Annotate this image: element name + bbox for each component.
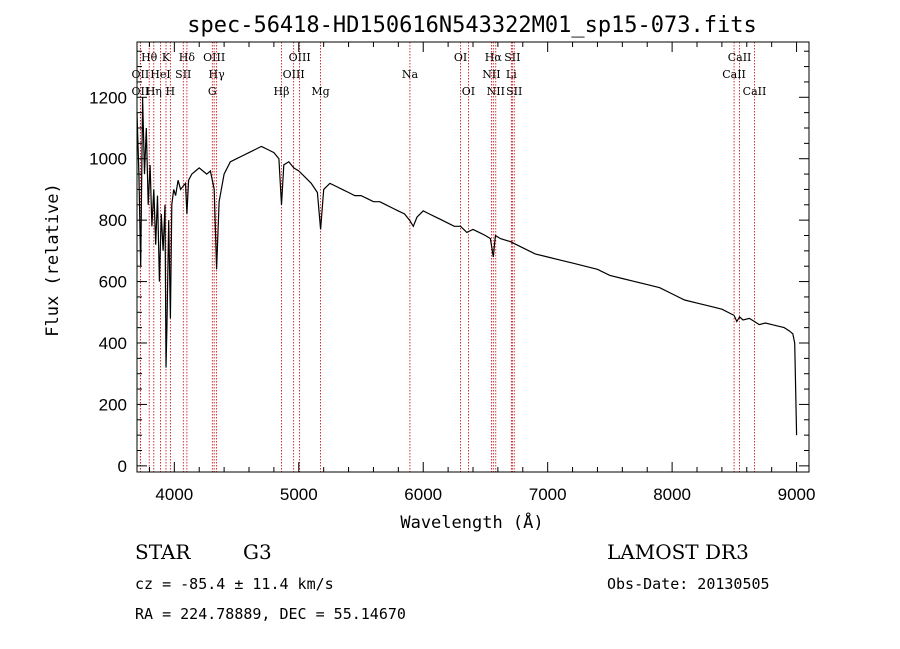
survey-name: LAMOST DR3 bbox=[607, 540, 749, 564]
line-label-22: Li bbox=[506, 68, 517, 81]
y-tick-label-1200: 1200 bbox=[89, 88, 127, 107]
y-axis-ticks: 0 200 400 600 800 1000 1200 bbox=[89, 50, 809, 476]
y-tick-label-1000: 1000 bbox=[89, 150, 127, 169]
line-label-9: OIII bbox=[203, 51, 225, 64]
line-label-27: CaII bbox=[743, 85, 767, 98]
y-axis-label: Flux (relative) bbox=[43, 183, 63, 337]
line-label-16: Na bbox=[402, 68, 419, 81]
line-label-11: G bbox=[208, 85, 217, 98]
coordinates: RA = 224.78889, DEC = 55.14670 bbox=[135, 605, 406, 623]
y-tick-label-400: 400 bbox=[99, 334, 127, 353]
object-class: STAR bbox=[135, 540, 191, 564]
x-axis-ticks: 4000 5000 6000 7000 8000 9000 bbox=[148, 42, 816, 504]
spectrum-line bbox=[136, 97, 798, 436]
line-label-7: SII bbox=[175, 68, 191, 81]
spectral-line-markers bbox=[139, 42, 755, 472]
line-label-18: OI bbox=[462, 85, 475, 98]
x-axis-label: Wavelength (Å) bbox=[400, 511, 543, 533]
line-label-8: Hδ bbox=[179, 51, 196, 64]
redshift-readout: cz = -85.4 ± 11.4 km/s bbox=[135, 575, 334, 593]
object-subclass: G3 bbox=[243, 540, 272, 564]
line-label-4: HeI bbox=[150, 68, 170, 81]
obs-date: Obs-Date: 20130505 bbox=[607, 575, 770, 593]
line-label-3: Hη bbox=[146, 85, 162, 98]
line-label-23: SII bbox=[504, 51, 520, 64]
line-label-1: OII bbox=[132, 68, 150, 81]
y-tick-label-200: 200 bbox=[99, 395, 127, 414]
line-label-24: SII bbox=[506, 85, 522, 98]
spectral-line-labels: OII OII Hθ Hη HeI K H SII Hδ OIII Hγ G Hβ OIII OIII Mg N… bbox=[132, 51, 767, 98]
line-label-5: K bbox=[162, 51, 171, 64]
line-label-21: NII bbox=[487, 85, 505, 98]
line-label-26: CaII bbox=[728, 51, 752, 64]
plot-frame bbox=[136, 41, 810, 473]
x-tick-label-4000: 4000 bbox=[155, 485, 193, 504]
line-label-12: Hβ bbox=[274, 85, 290, 98]
line-label-15: Mg bbox=[311, 85, 329, 98]
line-label-10: Hγ bbox=[209, 68, 226, 81]
line-label-14: OIII bbox=[289, 51, 311, 64]
line-label-2: Hθ bbox=[141, 51, 158, 64]
x-tick-label-5000: 5000 bbox=[280, 485, 318, 504]
chart-title: spec-56418-HD150616N543322M01_sp15-073.f… bbox=[187, 13, 757, 38]
x-tick-label-9000: 9000 bbox=[778, 485, 816, 504]
line-label-13: OIII bbox=[283, 68, 305, 81]
x-tick-label-6000: 6000 bbox=[404, 485, 442, 504]
line-label-19: NII bbox=[482, 68, 500, 81]
y-tick-label-0: 0 bbox=[118, 457, 127, 476]
x-tick-label-7000: 7000 bbox=[529, 485, 567, 504]
line-label-20: Hα bbox=[485, 51, 503, 64]
line-label-25: CaII bbox=[722, 68, 746, 81]
y-tick-label-600: 600 bbox=[99, 273, 127, 292]
x-tick-label-8000: 8000 bbox=[653, 485, 691, 504]
line-label-17: OI bbox=[454, 51, 467, 64]
line-label-6: H bbox=[166, 85, 176, 98]
y-tick-label-800: 800 bbox=[99, 211, 127, 230]
line-label-0: OII bbox=[132, 85, 150, 98]
